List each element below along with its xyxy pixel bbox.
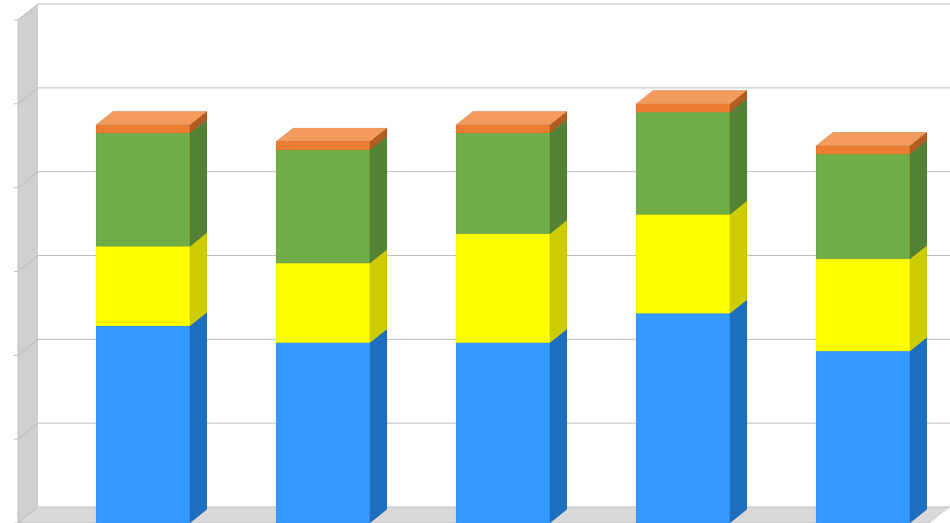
stacked-bar-3d-chart [0,0,950,523]
chart-svg [0,0,950,523]
